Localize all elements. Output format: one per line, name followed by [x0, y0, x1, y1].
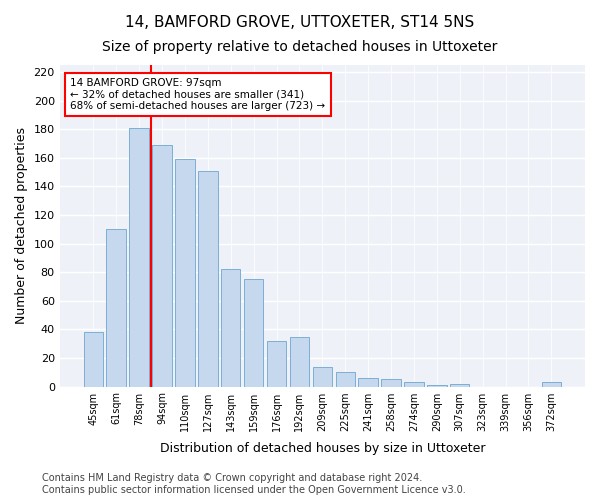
Bar: [106, 230, 126, 386]
Bar: [130, 128, 149, 386]
Bar: [198, 170, 218, 386]
Bar: [335, 372, 355, 386]
X-axis label: Distribution of detached houses by size in Uttoxeter: Distribution of detached houses by size …: [160, 442, 485, 455]
Text: 14, BAMFORD GROVE, UTTOXETER, ST14 5NS: 14, BAMFORD GROVE, UTTOXETER, ST14 5NS: [125, 15, 475, 30]
Bar: [221, 270, 241, 386]
Text: 14 BAMFORD GROVE: 97sqm
← 32% of detached houses are smaller (341)
68% of semi-d: 14 BAMFORD GROVE: 97sqm ← 32% of detache…: [70, 78, 325, 111]
Bar: [267, 341, 286, 386]
Bar: [450, 384, 469, 386]
Bar: [313, 366, 332, 386]
Bar: [382, 380, 401, 386]
Text: Size of property relative to detached houses in Uttoxeter: Size of property relative to detached ho…: [103, 40, 497, 54]
Y-axis label: Number of detached properties: Number of detached properties: [15, 128, 28, 324]
Bar: [152, 145, 172, 386]
Bar: [290, 336, 309, 386]
Bar: [83, 332, 103, 386]
Bar: [542, 382, 561, 386]
Bar: [427, 385, 446, 386]
Bar: [358, 378, 378, 386]
Bar: [404, 382, 424, 386]
Bar: [175, 160, 194, 386]
Bar: [244, 280, 263, 386]
Text: Contains HM Land Registry data © Crown copyright and database right 2024.
Contai: Contains HM Land Registry data © Crown c…: [42, 474, 466, 495]
